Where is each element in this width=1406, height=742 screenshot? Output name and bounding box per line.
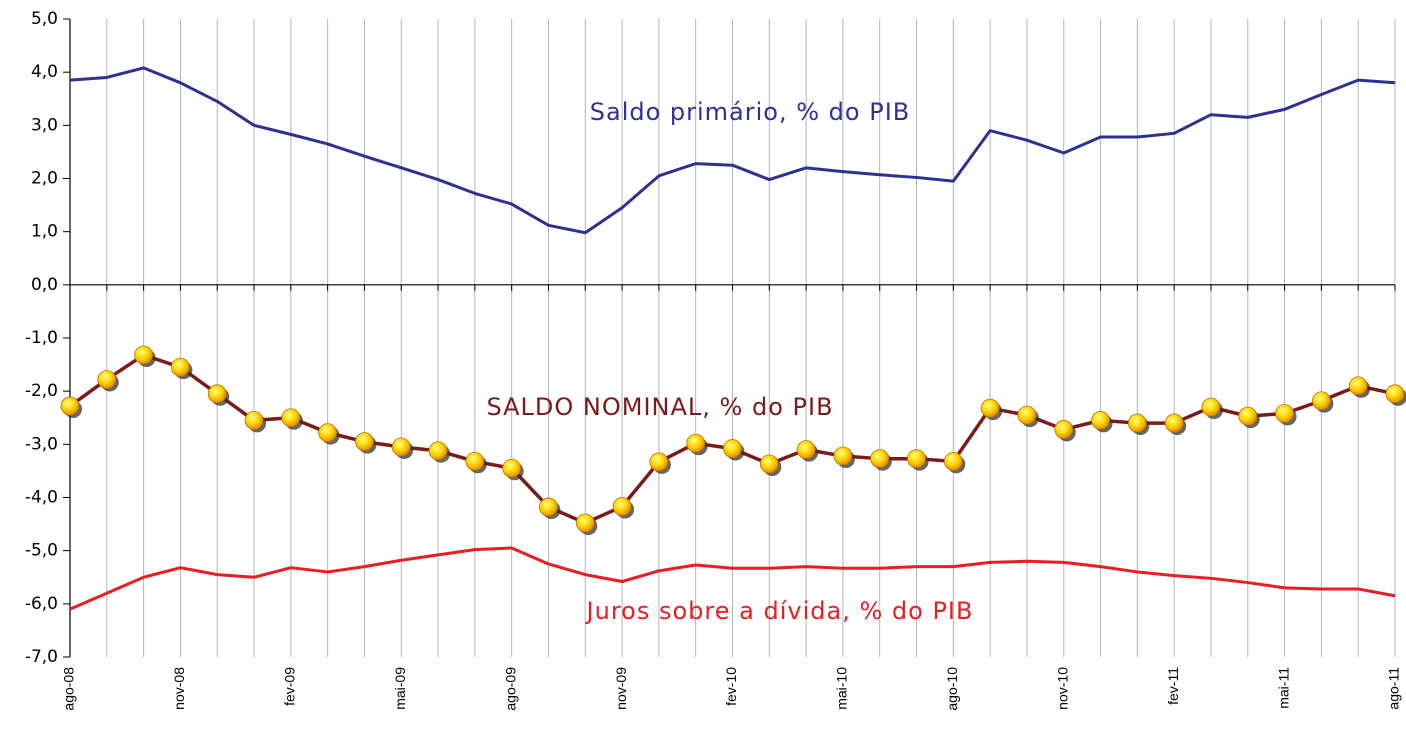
x-tick-label: mai-09 xyxy=(392,667,408,710)
x-tick-label: fev-09 xyxy=(282,667,298,706)
x-tick-label: ago-09 xyxy=(502,667,518,711)
marker xyxy=(428,441,448,461)
marker xyxy=(539,497,558,517)
marker xyxy=(1238,406,1258,426)
marker xyxy=(502,458,522,478)
y-tick-label: -7,0 xyxy=(25,647,58,667)
marker xyxy=(833,446,853,466)
y-tick-label: -4,0 xyxy=(25,488,58,508)
marker xyxy=(318,423,338,443)
marker xyxy=(391,437,411,457)
marker xyxy=(1127,413,1147,433)
y-tick-label: 1,0 xyxy=(31,222,58,242)
y-tick-label: 5,0 xyxy=(31,9,58,29)
x-tick-label: fev-11 xyxy=(1165,667,1181,705)
marker xyxy=(1164,413,1184,433)
x-tick-label: ago-11 xyxy=(1386,667,1402,710)
x-tick-label: nov-10 xyxy=(1054,667,1070,710)
x-tick-label: ago-08 xyxy=(61,667,77,711)
series-label: SALDO NOMINAL, % do PIB xyxy=(486,393,833,421)
y-tick-label: -5,0 xyxy=(25,541,58,561)
marker xyxy=(1017,405,1037,425)
series-line xyxy=(69,546,1396,611)
y-tick-label: -1,0 xyxy=(25,328,58,348)
marker xyxy=(60,396,80,416)
marker xyxy=(649,452,669,472)
marker xyxy=(1275,404,1294,423)
marker xyxy=(134,345,154,365)
x-tick-label: ago-10 xyxy=(944,667,960,711)
marker xyxy=(943,451,963,471)
x-tick-label: nov-09 xyxy=(613,667,629,710)
marker xyxy=(612,497,632,516)
marker xyxy=(465,451,485,471)
y-tick-label: 0,0 xyxy=(31,275,58,295)
marker xyxy=(1385,384,1405,404)
marker xyxy=(1201,397,1221,417)
y-tick-label: -6,0 xyxy=(25,594,58,614)
series-line xyxy=(69,66,1396,235)
marker xyxy=(281,408,301,428)
marker xyxy=(97,370,117,389)
marker xyxy=(796,440,816,460)
marker xyxy=(207,384,227,404)
marker xyxy=(759,454,779,474)
marker xyxy=(870,449,890,469)
marker xyxy=(980,398,1000,418)
marker xyxy=(171,357,190,377)
x-tick-label: fev-10 xyxy=(723,667,739,706)
y-tick-label: 4,0 xyxy=(31,62,58,82)
marker xyxy=(1091,411,1110,430)
marker xyxy=(575,513,595,533)
marker xyxy=(1348,376,1368,396)
marker xyxy=(723,439,742,458)
marker xyxy=(1311,391,1331,411)
x-tick-label: mai-11 xyxy=(1275,667,1291,709)
y-tick-label: 2,0 xyxy=(31,169,58,189)
marker xyxy=(244,411,264,430)
marker xyxy=(1054,420,1074,439)
x-tick-label: nov-08 xyxy=(171,667,187,710)
marker xyxy=(907,449,926,469)
marker xyxy=(355,432,374,452)
x-tick-label: mai-10 xyxy=(834,667,850,710)
y-tick-label: 3,0 xyxy=(31,115,58,135)
series-label: Juros sobre a dívida, % do PIB xyxy=(585,597,974,625)
y-tick-label: -2,0 xyxy=(25,381,58,401)
y-tick-label: -3,0 xyxy=(25,434,58,454)
series-label: Saldo primário, % do PIB xyxy=(590,98,910,126)
marker xyxy=(686,433,706,453)
